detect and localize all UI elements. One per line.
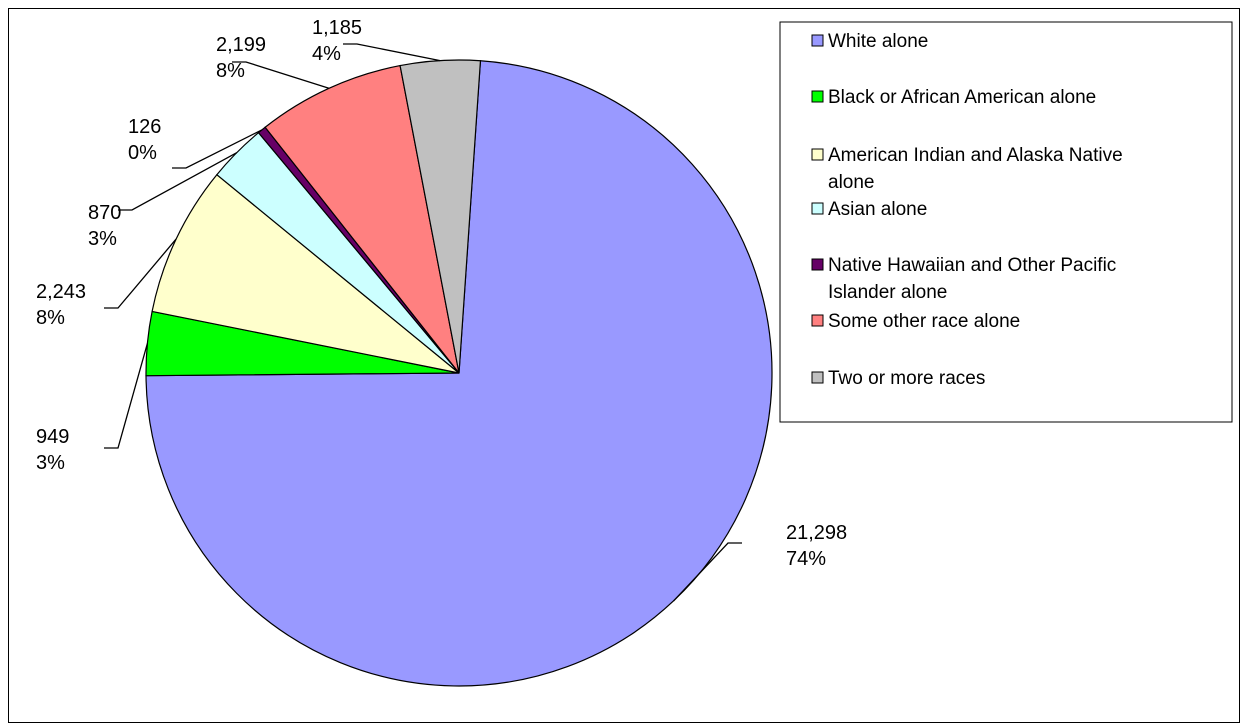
legend-label: alone	[828, 172, 875, 193]
leader-line-american-indian-and-alaska-native-alone	[104, 238, 177, 309]
data-label-value: 949	[36, 426, 69, 448]
legend-label: American Indian and Alaska Native	[828, 145, 1123, 166]
data-label-percent: 3%	[88, 228, 117, 250]
pie-slice-american-indian-and-alaska-native-alone	[151, 173, 460, 374]
legend-swatch-two-or-more-races	[811, 371, 824, 384]
leader-line-native-hawaiian-and-other-pacific-islander-alone	[172, 129, 263, 169]
data-label-value: 2,199	[216, 34, 266, 56]
legend-swatch-black-or-african-american-alone	[811, 90, 824, 103]
legend-label: Two or more races	[828, 368, 985, 389]
legend-swatch-asian-alone	[811, 202, 824, 215]
data-label-percent: 8%	[216, 60, 245, 82]
data-label-percent: 4%	[312, 43, 341, 65]
leader-line-asian-alone	[118, 152, 238, 211]
legend-swatch-some-other-race-alone	[811, 314, 824, 327]
legend-label: Some other race alone	[828, 311, 1020, 332]
pie-slice-two-or-more-races	[399, 59, 482, 374]
data-label-percent: 3%	[36, 452, 65, 474]
pie-slice-some-other-race-alone	[264, 64, 460, 374]
leader-line-some-other-race-alone	[232, 61, 330, 89]
leader-line-two-or-more-races	[343, 43, 441, 62]
legend-label: Islander alone	[828, 282, 947, 303]
data-label-value: 2,243	[36, 281, 86, 303]
legend: White alone Black or African American alo…	[779, 21, 1233, 423]
data-label-percent: 0%	[128, 142, 157, 164]
data-label-value: 1,185	[312, 17, 362, 39]
legend-box	[779, 21, 1233, 423]
data-label-value: 126	[128, 116, 161, 138]
legend-label: White alone	[828, 31, 928, 52]
leader-line-black-or-african-american-alone	[104, 343, 149, 449]
legend-swatch-american-indian-and-alaska-native-alone	[811, 148, 824, 161]
data-label-value: 870	[88, 202, 121, 224]
data-label-value: 21,298	[786, 522, 847, 544]
legend-label: Native Hawaiian and Other Pacific	[828, 255, 1116, 276]
data-label-percent: 8%	[36, 307, 65, 329]
legend-swatch-native-hawaiian-and-other-pacific-islander-alone	[811, 258, 824, 271]
leader-line-white-alone	[673, 542, 742, 602]
legend-swatch-white-alone	[811, 34, 824, 47]
legend-label: Asian alone	[828, 199, 927, 220]
legend-label: Black or African American alone	[828, 87, 1096, 108]
data-label-percent: 74%	[786, 548, 826, 570]
